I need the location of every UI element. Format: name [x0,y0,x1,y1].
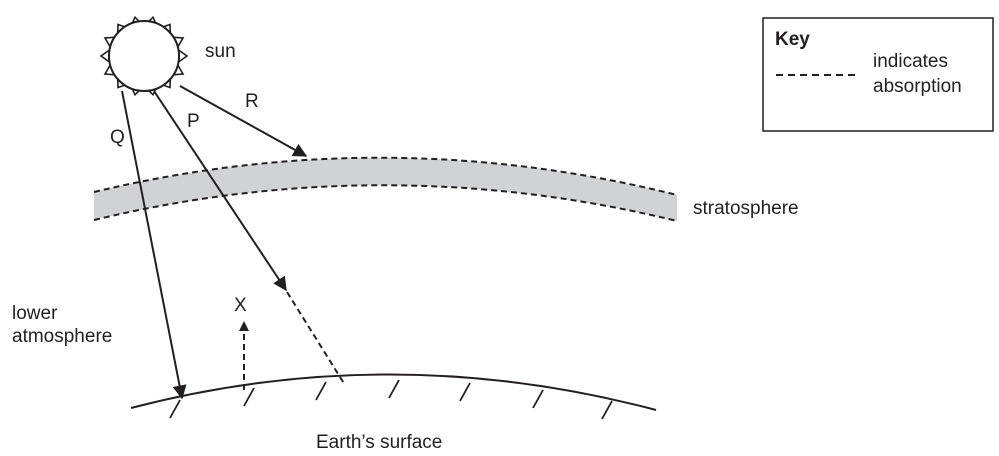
key-box: Key indicates absorption [762,17,994,132]
lower-atmosphere-label-line2: atmosphere [12,326,112,347]
ray-q-arrow [121,90,187,400]
sun-disc [108,20,180,92]
ground-hatching [169,379,613,420]
key-text-line1: indicates [873,51,948,72]
stratosphere-lower-boundary [93,184,678,222]
sun-label: sun [205,41,236,62]
lower-atmosphere-label-line1: lower [12,303,58,324]
x-label: X [234,295,247,316]
stratosphere-band [94,157,677,221]
ray-r-arrow [179,85,308,157]
key-title: Key [775,29,810,50]
earth-surface-line [130,373,657,411]
ray-p-label: P [187,111,200,132]
ray-q-label: Q [110,127,125,148]
sun-icon [99,15,189,97]
key-text-line2: absorption [873,76,962,97]
earth-surface-label: Earth’s surface [316,432,442,453]
ray-r-label: R [245,91,259,112]
ray-p-arrow [153,90,287,292]
stratosphere-label: stratosphere [693,198,799,219]
stratosphere-upper-boundary [93,156,678,196]
ray-p-absorbed-segment [286,291,346,386]
